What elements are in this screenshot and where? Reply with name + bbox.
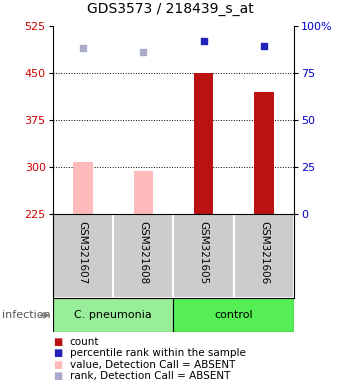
Text: ■: ■ — [53, 371, 62, 381]
Bar — [254, 91, 274, 214]
Text: ■: ■ — [53, 337, 62, 347]
Text: GDS3573 / 218439_s_at: GDS3573 / 218439_s_at — [87, 2, 253, 16]
Text: count: count — [70, 337, 99, 347]
Text: GSM321605: GSM321605 — [199, 221, 208, 284]
Text: value, Detection Call = ABSENT: value, Detection Call = ABSENT — [70, 360, 235, 370]
Bar — [53, 214, 113, 298]
Text: GSM321606: GSM321606 — [259, 221, 269, 284]
Text: C. pneumonia: C. pneumonia — [74, 310, 152, 320]
Text: GSM321607: GSM321607 — [78, 221, 88, 284]
Bar — [234, 214, 294, 298]
Bar — [113, 214, 173, 298]
Text: rank, Detection Call = ABSENT: rank, Detection Call = ABSENT — [70, 371, 230, 381]
Bar — [173, 298, 294, 332]
Bar — [134, 171, 153, 214]
Text: GSM321608: GSM321608 — [138, 221, 148, 284]
Text: ■: ■ — [53, 360, 62, 370]
Bar — [73, 162, 92, 214]
Bar — [53, 298, 173, 332]
Bar — [173, 214, 234, 298]
Text: infection: infection — [2, 310, 50, 320]
Bar — [194, 73, 213, 214]
Text: ■: ■ — [53, 348, 62, 358]
Text: percentile rank within the sample: percentile rank within the sample — [70, 348, 245, 358]
Text: control: control — [215, 310, 253, 320]
